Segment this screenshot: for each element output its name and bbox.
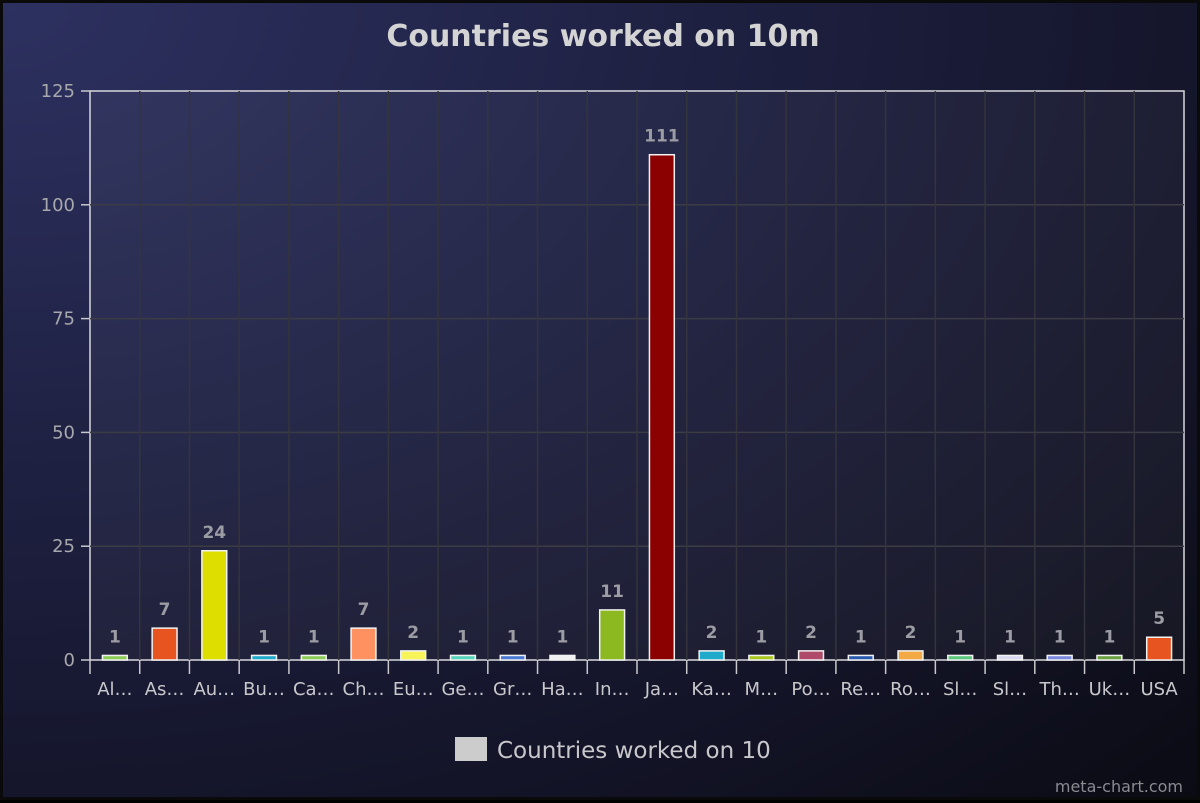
x-tick-label: Re… — [840, 679, 881, 700]
data-label: 2 — [706, 623, 718, 643]
bar — [101, 654, 129, 661]
data-label: 7 — [159, 600, 171, 620]
bar — [847, 654, 874, 661]
data-label: 24 — [202, 523, 226, 543]
bar — [1096, 654, 1123, 661]
bar — [897, 650, 924, 661]
x-tick-label: Sl… — [993, 679, 1027, 700]
data-label: 1 — [109, 627, 121, 647]
data-label: 7 — [358, 600, 370, 620]
bar — [350, 627, 377, 661]
x-tick-label: Gr… — [493, 679, 532, 700]
grid-lines — [90, 91, 1184, 660]
y-tick-label: 75 — [52, 309, 75, 330]
data-label: 1 — [457, 627, 469, 647]
y-tick-label: 25 — [52, 536, 75, 557]
bar — [250, 654, 278, 661]
bar — [549, 654, 576, 661]
data-label: 1 — [855, 627, 867, 647]
bar — [499, 654, 526, 661]
data-label: 5 — [1153, 609, 1165, 629]
data-label: 2 — [905, 623, 917, 643]
x-tick-label: Ka… — [691, 679, 732, 700]
chart-title: Countries worked on 10m — [386, 19, 819, 54]
x-tick-label: Ca… — [293, 679, 335, 700]
data-label: 1 — [1004, 627, 1016, 647]
x-tick-label: Uk… — [1089, 679, 1131, 700]
data-label: 11 — [600, 582, 624, 602]
x-tick-label: Ha… — [541, 679, 584, 700]
bar — [151, 627, 178, 661]
legend-swatch — [455, 737, 487, 761]
bar — [201, 550, 228, 661]
data-label: 1 — [308, 627, 320, 647]
x-tick-label: Bu… — [243, 679, 285, 700]
y-tick-label: 125 — [41, 81, 75, 102]
bar — [1145, 636, 1173, 661]
bar — [947, 654, 974, 661]
x-tick-label: Ja… — [644, 679, 679, 700]
x-tick-label: Th… — [1038, 679, 1079, 700]
credit-text: meta-chart.com — [1055, 777, 1183, 796]
data-label: 1 — [755, 627, 767, 647]
x-tick-label: Ge… — [441, 679, 484, 700]
x-tick-label: In… — [595, 679, 630, 700]
x-tick-label: Po… — [791, 679, 830, 700]
bar — [698, 650, 725, 661]
y-axis: 0 25 50 75 100 125 — [41, 81, 90, 671]
x-tick-label: Al… — [97, 679, 132, 700]
data-label: 1 — [1054, 627, 1066, 647]
bar — [1046, 654, 1073, 661]
x-tick-label: Eu… — [393, 679, 434, 700]
x-tick-label: Au… — [193, 679, 235, 700]
legend: Countries worked on 10 — [455, 737, 771, 764]
x-tick-label: As… — [145, 679, 185, 700]
data-label: 1 — [258, 627, 270, 647]
data-label: 1 — [507, 627, 519, 647]
legend-label: Countries worked on 10 — [497, 738, 771, 764]
x-tick-label: M… — [745, 679, 779, 700]
bar — [797, 650, 825, 661]
bar — [648, 153, 676, 661]
y-tick-label: 100 — [41, 195, 75, 216]
x-tick-label: Ch… — [343, 679, 385, 700]
data-label: 1 — [954, 627, 966, 647]
bars — [101, 153, 1173, 661]
x-axis: Al… As… Au… Bu… Ca… Ch… Eu… Ge… Gr… Ha… In… Ja… Ka… M… — [89, 660, 1185, 700]
data-label: 1 — [556, 627, 568, 647]
bar — [598, 609, 626, 661]
data-label: 111 — [644, 127, 680, 147]
y-tick-label: 50 — [52, 422, 75, 443]
y-tick-label: 0 — [64, 650, 75, 671]
bar — [300, 654, 327, 661]
bar — [400, 650, 427, 661]
data-label: 2 — [407, 623, 419, 643]
bar — [748, 654, 775, 661]
bar — [449, 654, 477, 661]
x-tick-label: Sl… — [943, 679, 977, 700]
data-label: 1 — [1103, 627, 1115, 647]
bar — [996, 654, 1024, 661]
x-tick-label: Ro… — [890, 679, 931, 700]
x-tick-label: USA — [1141, 679, 1179, 700]
data-label: 2 — [805, 623, 817, 643]
